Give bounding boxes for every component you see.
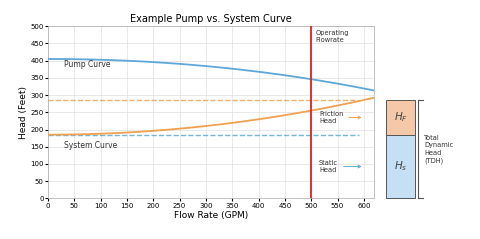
Y-axis label: Head (Feet): Head (Feet) — [19, 86, 27, 139]
Text: Operating
Flowrate: Operating Flowrate — [315, 30, 349, 43]
Text: System Curve: System Curve — [64, 141, 117, 150]
Text: Friction
Head: Friction Head — [319, 111, 361, 124]
Text: $H_F$: $H_F$ — [394, 111, 408, 124]
Title: Example Pump vs. System Curve: Example Pump vs. System Curve — [131, 14, 292, 24]
Text: Static
Head: Static Head — [319, 160, 361, 173]
Text: $H_s$: $H_s$ — [394, 160, 408, 174]
X-axis label: Flow Rate (GPM): Flow Rate (GPM) — [174, 211, 248, 220]
Text: Total
Dynamic
Head
(TDH): Total Dynamic Head (TDH) — [424, 135, 454, 164]
Text: Pump Curve: Pump Curve — [64, 60, 110, 69]
